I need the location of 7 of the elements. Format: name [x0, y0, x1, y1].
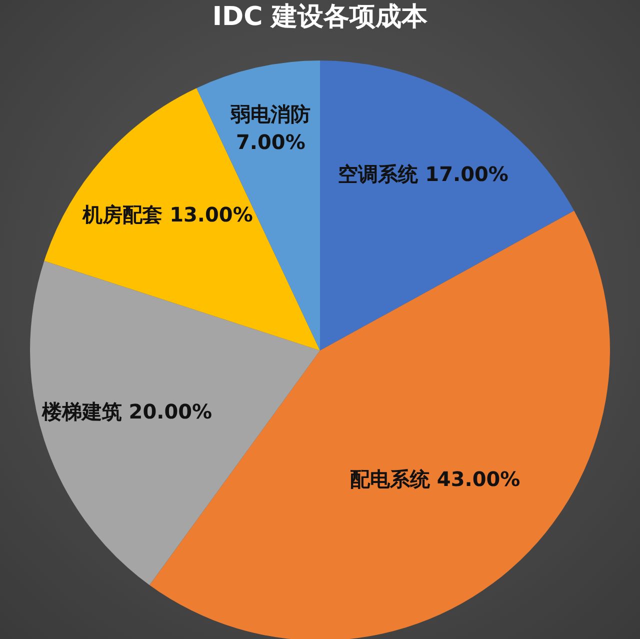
slice-label: 空调系统 17.00% [338, 162, 508, 186]
chart-title: IDC 建设各项成本 [212, 2, 429, 32]
slice-label: 弱电消防 [230, 102, 311, 126]
slice-label: 配电系统 43.00% [350, 467, 520, 492]
slice-label: 楼梯建筑 20.00% [40, 399, 212, 424]
slice-label: 机房配套 13.00% [82, 202, 253, 226]
data-label: 7.00% [236, 130, 306, 154]
